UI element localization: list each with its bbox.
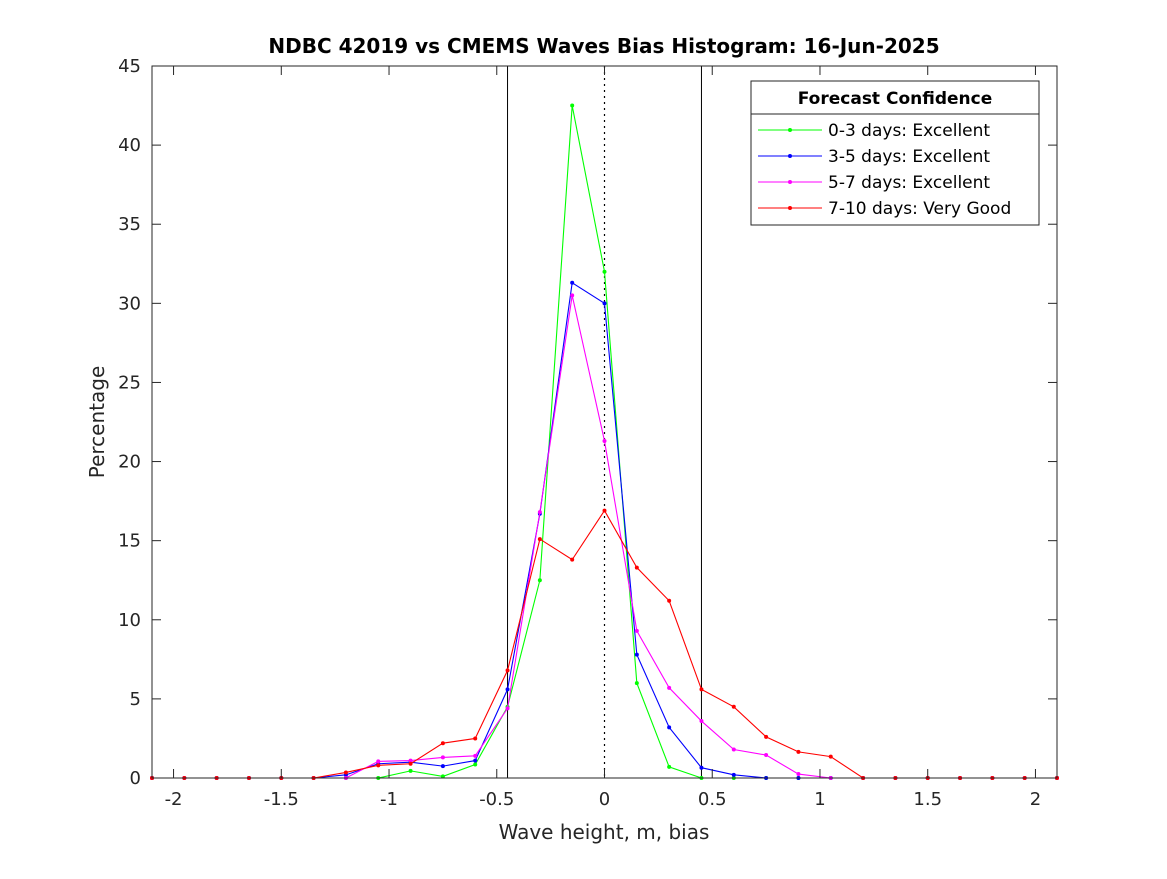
data-point [570,280,575,285]
data-point [699,765,704,770]
legend-label: 7-10 days: Very Good [828,199,1011,219]
data-point [440,774,445,779]
data-point [796,772,801,777]
y-tick-label: 10 [118,610,141,631]
legend-title: Forecast Confidence [798,89,993,109]
legend: Forecast Confidence 0-3 days: Excellent 3… [750,80,1040,226]
y-axis-label: Percentage [85,366,109,479]
data-point [602,301,607,306]
data-point [602,508,607,513]
data-point [667,598,672,603]
data-point [376,759,381,764]
y-tick-label: 5 [130,689,141,710]
y-tick-label: 25 [118,372,141,393]
data-point [408,761,413,766]
data-point [699,719,704,724]
data-point [634,628,639,633]
y-tick-label: 30 [118,293,141,314]
data-point [408,758,413,763]
data-point [570,103,575,108]
data-point [667,725,672,730]
legend-marker [788,180,792,184]
data-point [634,681,639,686]
x-tick-label: 2 [1030,789,1041,810]
data-point [570,557,575,562]
data-point [473,762,478,767]
legend-marker [788,206,792,210]
data-point [570,293,575,298]
data-point [634,565,639,570]
data-point [537,537,542,542]
data-point [699,687,704,692]
x-tick-label: -2 [165,789,183,810]
legend-box [750,80,1040,226]
x-tick-label: -1.5 [264,789,299,810]
data-point [473,758,478,763]
data-point [537,510,542,515]
legend-label: 3-5 days: Excellent [828,147,990,167]
reference-lines [507,66,702,778]
data-point [602,269,607,274]
data-point [440,741,445,746]
x-tick-label: -0.5 [479,789,514,810]
y-tick-label: 40 [118,135,141,156]
data-point [731,704,736,709]
x-tick-label: 0 [599,789,610,810]
data-point [505,668,510,673]
data-point [505,706,510,711]
data-point [796,749,801,754]
legend-marker [788,154,792,158]
data-point [408,768,413,773]
legend-label: 5-7 days: Excellent [828,173,990,193]
x-tick-label: 1 [814,789,825,810]
data-point [764,734,769,739]
y-tick-label: 20 [118,452,141,473]
legend-label: 0-3 days: Excellent [828,121,990,141]
x-tick-label: 1.5 [913,789,942,810]
x-tick-label: 0.5 [698,789,727,810]
data-point [602,438,607,443]
y-tick-label: 35 [118,214,141,235]
data-point [634,652,639,657]
data-point [828,754,833,759]
data-point [667,764,672,769]
y-tick-label: 45 [118,56,141,77]
data-point [667,685,672,690]
data-point [731,747,736,752]
data-point [376,763,381,768]
y-tick-label: 15 [118,531,141,552]
legend-marker [788,128,792,132]
data-point [731,772,736,777]
data-point [343,770,348,775]
y-tick-label: 0 [130,768,141,789]
data-point [473,736,478,741]
chart-title: NDBC 42019 vs CMEMS Waves Bias Histogram… [268,34,939,58]
data-point [764,753,769,758]
data-point [440,755,445,760]
data-point [440,764,445,769]
x-tick-label: -1 [380,789,398,810]
data-point [537,578,542,583]
x-axis-label: Wave height, m, bias [499,820,710,844]
data-point [505,687,510,692]
data-point [473,753,478,758]
